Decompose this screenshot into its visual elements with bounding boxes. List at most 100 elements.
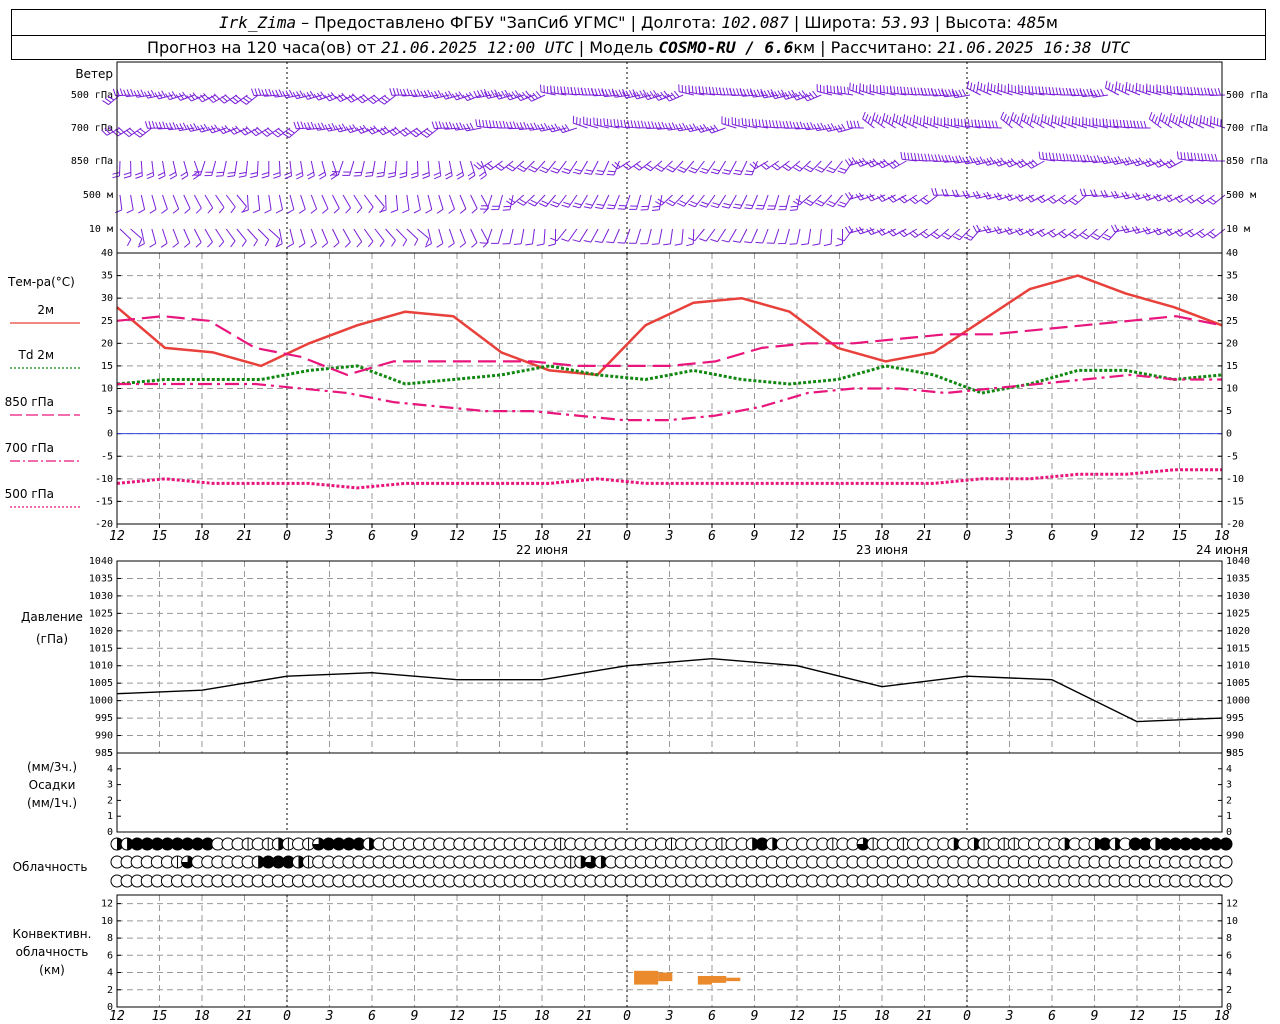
wind-barb — [353, 160, 365, 177]
wind-barb — [387, 160, 397, 178]
wind-barb — [264, 194, 272, 214]
wind-barb — [1186, 86, 1204, 96]
wind-barb — [771, 160, 790, 171]
wind-barb — [227, 160, 238, 178]
wind-barb — [622, 160, 641, 171]
wind-barb — [303, 121, 322, 131]
legend-label: 500 гПа — [5, 487, 54, 501]
station-name: Irk_Zima — [219, 13, 297, 32]
wind-barb — [1156, 84, 1173, 96]
wind-barb — [572, 115, 588, 129]
wind-barb — [459, 194, 467, 214]
wind-barb — [1038, 151, 1056, 162]
wind-barb — [282, 127, 301, 139]
wind-barb — [502, 228, 514, 245]
wind-barb — [887, 228, 907, 237]
wind-barb — [570, 86, 588, 96]
wind-barb — [204, 228, 213, 248]
wind-barb — [974, 119, 992, 129]
wind-barb — [643, 90, 663, 101]
wind-barb — [1210, 115, 1226, 129]
wind-barb — [241, 194, 249, 213]
wind-barb — [855, 157, 875, 167]
wind-barb — [651, 194, 663, 211]
wind-barb — [143, 89, 163, 99]
wind-barb — [282, 89, 301, 99]
cloud-title: Облачность — [13, 860, 88, 874]
wind-barb — [436, 194, 444, 214]
wind-barb — [887, 194, 907, 203]
wind-barb — [204, 160, 217, 177]
model-label: Модель — [589, 38, 654, 57]
wind-barb — [923, 115, 939, 129]
wind-barb — [1142, 157, 1162, 168]
wind-barb — [1166, 85, 1183, 96]
wind-barb — [623, 119, 641, 129]
wind-barb — [902, 114, 918, 129]
wind-barb — [186, 123, 206, 132]
hour-tick-label: 15 — [1172, 1009, 1188, 1024]
convective-cloud-bar — [634, 970, 659, 985]
wind-barb — [859, 83, 875, 96]
wind-barb — [782, 121, 801, 129]
wind-barb — [879, 84, 896, 96]
wind-barb — [484, 160, 503, 171]
precip-tick-label: 5 — [107, 748, 113, 759]
wind-barb — [963, 228, 981, 241]
wind-barb — [495, 160, 514, 171]
wind-barb — [1148, 112, 1162, 129]
convective-tick-label: 2 — [1226, 985, 1232, 996]
wind-barb — [313, 91, 333, 101]
wind-level-label: 700 гПа — [71, 123, 113, 134]
wind-barb — [374, 228, 385, 247]
temp-tick-label: 0 — [107, 429, 113, 440]
wind-barb — [1089, 155, 1109, 164]
wind-barb — [102, 94, 121, 106]
wind-barb — [1069, 154, 1087, 162]
wind-barb — [149, 228, 157, 248]
precip-tick-label: 4 — [107, 764, 113, 775]
wind-barb — [983, 156, 1003, 166]
wind-barb — [984, 120, 1002, 129]
wind-barb — [889, 85, 907, 96]
wind-barb — [154, 90, 174, 100]
wind-barb — [451, 91, 471, 101]
model-unit: км — [793, 38, 816, 57]
hour-tick-label: 6 — [708, 529, 716, 544]
wind-barb — [422, 160, 430, 179]
wind-barb — [172, 228, 179, 248]
wind-barb — [1207, 194, 1226, 205]
wind-barb — [413, 194, 421, 214]
wind-barb — [441, 90, 461, 100]
wind-barb — [1041, 113, 1056, 129]
convective-cloud-bar — [697, 975, 712, 985]
wind-barb — [1163, 194, 1183, 203]
wind-barb — [688, 194, 705, 208]
temp-tick-label: 25 — [101, 316, 113, 327]
wind-barb — [528, 160, 546, 173]
legend-label: Td 2м — [18, 348, 54, 362]
wind-barb — [611, 160, 631, 170]
wind-barb — [601, 88, 620, 98]
wind-barb — [505, 121, 524, 130]
wind-barb — [558, 124, 578, 134]
wind-barb — [321, 228, 329, 248]
wind-barb — [876, 228, 896, 236]
pressure-tick-label: 1035 — [89, 573, 113, 584]
wind-barb — [318, 160, 327, 180]
wind-barb — [1018, 84, 1034, 96]
wind-barb — [1072, 116, 1088, 129]
temp-tick-label: 20 — [101, 338, 113, 349]
wind-barb — [778, 194, 790, 211]
wind-barb — [122, 127, 142, 138]
convective-tick-label: 2 — [107, 985, 113, 996]
altitude-label: Высота: — [945, 13, 1012, 32]
wind-barb — [617, 228, 631, 244]
wind-barb — [1020, 112, 1035, 129]
wind-barb — [944, 117, 960, 129]
wind-barb — [506, 194, 525, 206]
latitude-label: Широта: — [804, 13, 877, 32]
wind-barb — [997, 83, 1013, 96]
wind-barb — [473, 160, 493, 170]
